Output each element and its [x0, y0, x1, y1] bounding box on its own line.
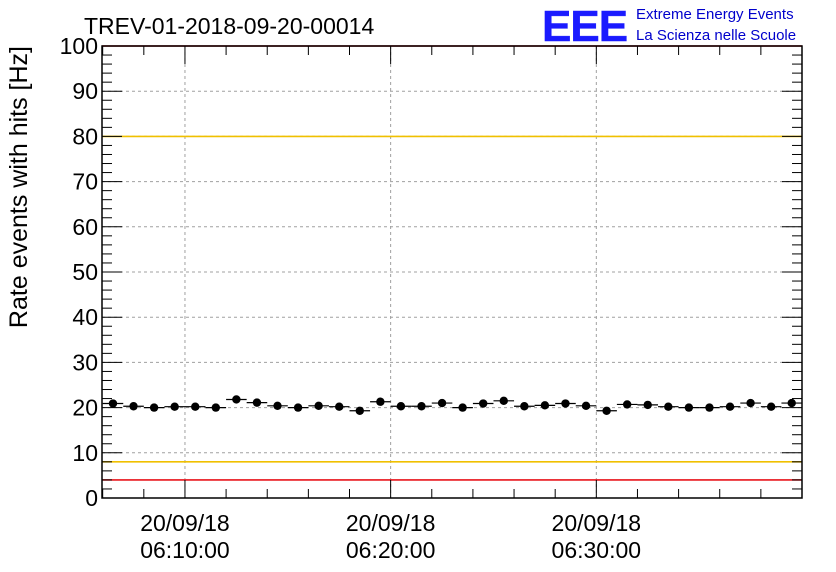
data-point — [431, 398, 453, 408]
eee-logo-mark: EEE — [542, 2, 627, 51]
y-axis-title: Rate events with hits [Hz] — [5, 46, 33, 328]
y-tick-label: 10 — [72, 440, 98, 466]
data-point — [616, 400, 638, 409]
point-marker — [149, 403, 159, 412]
data-points — [102, 395, 802, 415]
data-point — [719, 402, 741, 411]
y-tick-label: 70 — [72, 169, 98, 195]
point-marker — [335, 402, 344, 411]
data-point — [740, 398, 761, 408]
data-point — [514, 402, 535, 411]
x-tick-date: 20/09/18 — [346, 510, 436, 536]
data-point — [493, 396, 515, 406]
data-point — [184, 402, 206, 411]
data-point — [534, 401, 556, 410]
y-tick-label: 20 — [72, 395, 98, 421]
data-point — [349, 406, 371, 415]
point-marker — [293, 403, 303, 412]
y-tick-label: 50 — [72, 259, 98, 285]
data-point — [678, 403, 700, 412]
point-marker — [170, 402, 179, 411]
x-tick-time: 06:30:00 — [552, 537, 642, 563]
point-marker — [664, 402, 673, 411]
data-point — [390, 402, 412, 411]
logo-line-1: Extreme Energy Events — [636, 6, 794, 23]
data-point — [102, 399, 124, 408]
point-marker — [643, 400, 652, 410]
point-marker — [314, 401, 323, 410]
x-tick-time: 06:20:00 — [346, 537, 436, 563]
axis-ticks — [102, 45, 802, 499]
point-marker — [746, 398, 755, 408]
point-marker — [108, 399, 118, 408]
data-point — [143, 403, 165, 412]
point-marker — [766, 402, 776, 411]
y-tick-label: 60 — [72, 214, 98, 240]
eee-logo: EEE Extreme Energy Events La Scienza nel… — [542, 2, 796, 52]
point-marker — [684, 403, 694, 412]
run-title: TREV-01-2018-09-20-00014 — [84, 13, 374, 39]
point-marker — [581, 401, 591, 410]
grid-lines — [102, 46, 802, 498]
y-tick-label: 100 — [60, 33, 98, 59]
point-marker — [376, 397, 385, 406]
x-tick-date: 20/09/18 — [140, 510, 230, 536]
data-point — [411, 402, 432, 411]
point-marker — [273, 401, 282, 410]
logo-line-2: La Scienza nelle Scuole — [636, 27, 796, 44]
point-marker — [561, 399, 570, 408]
data-point — [164, 402, 185, 411]
point-marker — [129, 402, 138, 411]
point-marker — [355, 406, 364, 415]
point-marker — [232, 395, 241, 404]
y-tick-label: 90 — [72, 78, 98, 104]
data-point — [308, 401, 329, 410]
data-point — [267, 401, 288, 410]
data-point — [760, 402, 782, 411]
y-tick-label: 0 — [85, 485, 98, 511]
data-point — [370, 397, 391, 406]
data-point — [123, 402, 144, 411]
point-marker — [191, 402, 200, 411]
x-tick-date: 20/09/18 — [552, 510, 642, 536]
point-marker — [499, 396, 508, 406]
data-point — [596, 406, 617, 415]
point-marker — [396, 402, 406, 411]
point-marker — [417, 402, 426, 411]
x-tick-time: 06:10:00 — [140, 537, 230, 563]
point-marker — [478, 399, 488, 408]
point-marker — [705, 403, 714, 412]
threshold-lines — [102, 45, 802, 481]
point-marker — [520, 402, 529, 411]
point-marker — [622, 400, 632, 409]
point-marker — [602, 406, 611, 415]
data-point — [246, 398, 268, 407]
data-point — [555, 399, 576, 408]
point-marker — [211, 403, 221, 412]
data-point — [699, 403, 720, 412]
data-point — [575, 401, 597, 410]
point-marker — [458, 403, 467, 412]
x-tick-labels: 20/09/1806:10:0020/09/1806:20:0020/09/18… — [140, 510, 641, 563]
data-point — [328, 402, 350, 411]
data-point — [205, 403, 227, 412]
y-tick-label: 80 — [72, 123, 98, 149]
point-marker — [540, 401, 550, 410]
y-tick-label: 30 — [72, 349, 98, 375]
data-point — [781, 398, 802, 408]
point-marker — [252, 398, 262, 407]
data-point — [472, 399, 494, 408]
y-tick-labels: 0 10 20 30 40 50 60 70 80 90 100 — [60, 33, 98, 511]
point-marker — [787, 398, 796, 408]
point-marker — [437, 398, 447, 408]
data-point — [658, 402, 679, 411]
point-marker — [725, 402, 735, 411]
data-point — [637, 400, 659, 410]
y-tick-label: 40 — [72, 304, 98, 330]
data-point — [287, 403, 309, 412]
data-point — [226, 395, 247, 404]
data-point — [452, 403, 473, 412]
